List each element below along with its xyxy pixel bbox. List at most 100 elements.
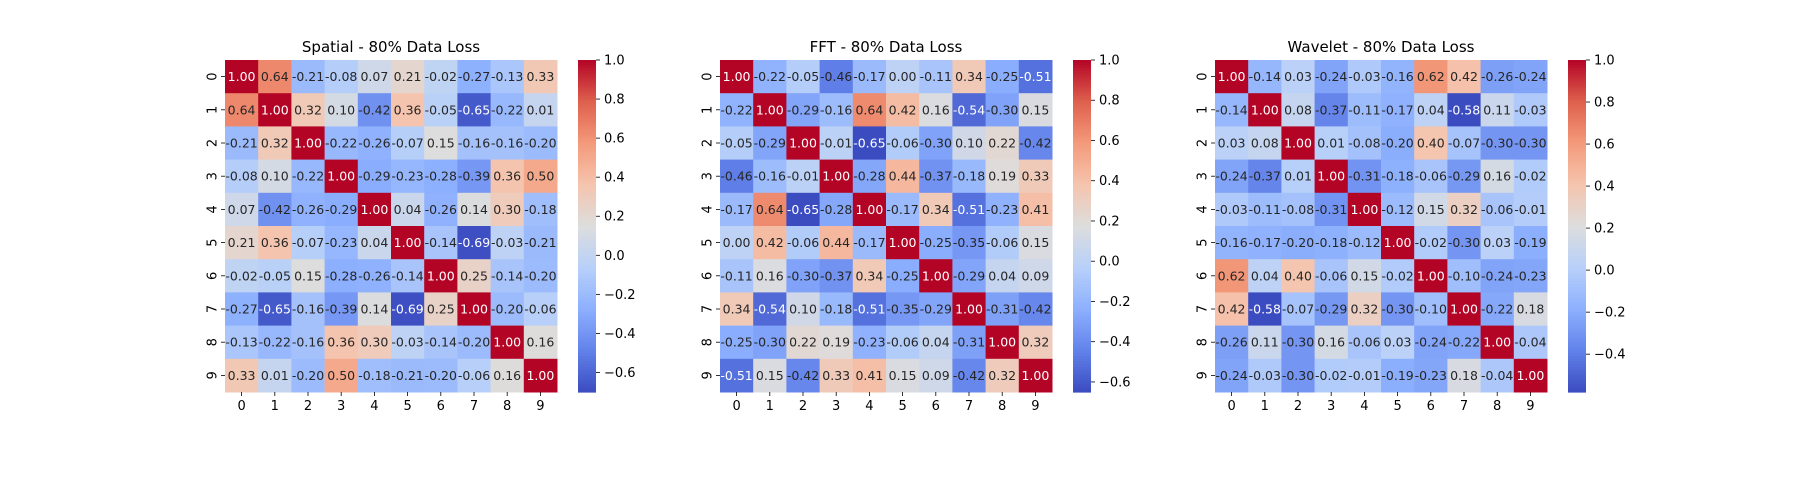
heatmap-cell xyxy=(1381,226,1415,260)
cell-value-label: 1.00 xyxy=(427,268,455,283)
cell-value-label: -0.20 xyxy=(524,136,556,151)
cell-value-label: 0.15 xyxy=(889,368,917,383)
colorbar-segment xyxy=(578,253,596,258)
cell-value-label: 1.00 xyxy=(261,102,289,117)
heatmap-cell xyxy=(291,259,326,293)
heatmap-cell xyxy=(357,126,392,161)
colorbar-segment xyxy=(1073,239,1091,244)
cell-value-label: 0.01 xyxy=(1317,136,1345,151)
colorbar-segment xyxy=(1073,65,1091,69)
colorbar-segment xyxy=(1073,278,1091,282)
heatmap-cell xyxy=(1248,325,1282,360)
heatmap-cell xyxy=(523,192,558,227)
cell-value-label: -0.16 xyxy=(754,169,786,184)
x-tick-label: 1 xyxy=(1261,399,1269,414)
colorbar-segment xyxy=(1073,275,1091,280)
colorbar-segment xyxy=(1568,322,1586,327)
heatmap-cell xyxy=(523,226,558,260)
colorbar-segment xyxy=(1568,278,1586,282)
colorbar-segment xyxy=(578,126,596,130)
heatmap-cell xyxy=(753,325,787,360)
cell-value-label: 0.03 xyxy=(1384,335,1412,350)
cell-value-label: 0.16 xyxy=(922,102,950,117)
colorbar-segment xyxy=(1073,386,1091,390)
cell-value-label: 0.01 xyxy=(526,102,554,117)
cell-value-label: -0.04 xyxy=(1481,368,1513,383)
heatmap-cell xyxy=(391,60,425,94)
cell-value-label: -0.12 xyxy=(1381,202,1413,217)
colorbar-segment xyxy=(1568,259,1586,263)
colorbar-segment xyxy=(1568,364,1586,368)
heatmap-cell xyxy=(490,292,525,327)
colorbar-segment xyxy=(578,386,596,390)
cell-value-label: -0.03 xyxy=(491,235,523,250)
heatmap-cell xyxy=(886,93,920,127)
heatmap-cell xyxy=(523,358,558,393)
heatmap-cell xyxy=(852,192,887,227)
heatmap-cell xyxy=(1513,60,1548,94)
colorbar-segment xyxy=(1568,325,1586,329)
heatmap-cell xyxy=(985,159,1020,194)
heatmap-cell xyxy=(952,93,987,127)
cell-value-label: -0.58 xyxy=(1448,102,1480,117)
colorbar-segment xyxy=(1568,209,1586,213)
colorbar-segment xyxy=(578,82,596,86)
colorbar-segment xyxy=(578,248,596,252)
heatmap-cell xyxy=(391,325,425,360)
colorbar-segment xyxy=(578,309,596,313)
heatmap-cell xyxy=(225,192,259,227)
cell-value-label: 1.00 xyxy=(1284,136,1312,151)
heatmap-cell xyxy=(457,93,492,127)
heatmap-cell xyxy=(258,292,292,327)
heatmap-cells: 1.00 0.64 -0.21 -0.08 0.07 0.21 -0.02 -0.27 -0.1… xyxy=(225,60,558,393)
heatmap-cell xyxy=(523,292,558,327)
cell-value-label: 1.00 xyxy=(327,169,355,184)
cell-value-label: 1.00 xyxy=(1218,69,1246,84)
heatmap-cell xyxy=(424,226,458,260)
cell-value-label: -0.24 xyxy=(1481,268,1513,283)
heatmap-cell xyxy=(523,325,558,360)
heatmap-cell xyxy=(1314,325,1349,360)
cell-value-label: 0.42 xyxy=(1218,302,1246,317)
heatmap-cell xyxy=(1314,159,1349,194)
heatmap-cell xyxy=(490,93,525,127)
colorbar-segment xyxy=(1568,281,1586,285)
colorbar-segment xyxy=(1568,82,1586,86)
colorbar-segment xyxy=(1073,300,1091,305)
colorbar-segment xyxy=(578,84,596,89)
heatmap-cell xyxy=(1314,292,1349,327)
y-tick-label: 9 xyxy=(206,371,221,379)
colorbar-segment xyxy=(578,203,596,208)
colorbar-segment xyxy=(1073,314,1091,318)
heatmap-cell xyxy=(786,259,821,293)
colorbar-segment xyxy=(1568,120,1586,125)
heatmap-cell xyxy=(424,259,458,293)
cell-value-label: 0.30 xyxy=(360,335,388,350)
heatmap-cell xyxy=(1513,292,1548,327)
cell-value-label: 0.07 xyxy=(228,202,256,217)
heatmap-cell xyxy=(852,226,887,260)
colorbar-segment xyxy=(1073,145,1091,150)
colorbar-segment xyxy=(1073,82,1091,86)
cell-value-label: -0.13 xyxy=(491,69,523,84)
colorbar-segment xyxy=(1073,176,1091,180)
x-tick-label: 2 xyxy=(1294,399,1302,414)
colorbar-segment xyxy=(578,228,596,233)
colorbar-segment xyxy=(1073,162,1091,166)
colorbar-segment xyxy=(578,389,596,393)
x-tick-label: 3 xyxy=(1327,399,1335,414)
colorbar-segment xyxy=(578,242,596,246)
cell-value-label: 0.64 xyxy=(261,69,289,84)
colorbar-segment xyxy=(1568,109,1586,114)
cell-value-label: -0.27 xyxy=(458,69,490,84)
cell-value-label: -0.14 xyxy=(425,335,457,350)
cell-value-label: 0.10 xyxy=(789,302,817,317)
cell-value-label: -0.54 xyxy=(754,302,786,317)
cell-value-label: -0.30 xyxy=(1282,335,1314,350)
colorbar-segment xyxy=(1568,93,1586,97)
heatmap-cell xyxy=(786,60,821,94)
y-tick-label: 6 xyxy=(1196,272,1211,280)
colorbar-segment xyxy=(1073,220,1091,224)
heatmap-cell xyxy=(391,93,425,127)
